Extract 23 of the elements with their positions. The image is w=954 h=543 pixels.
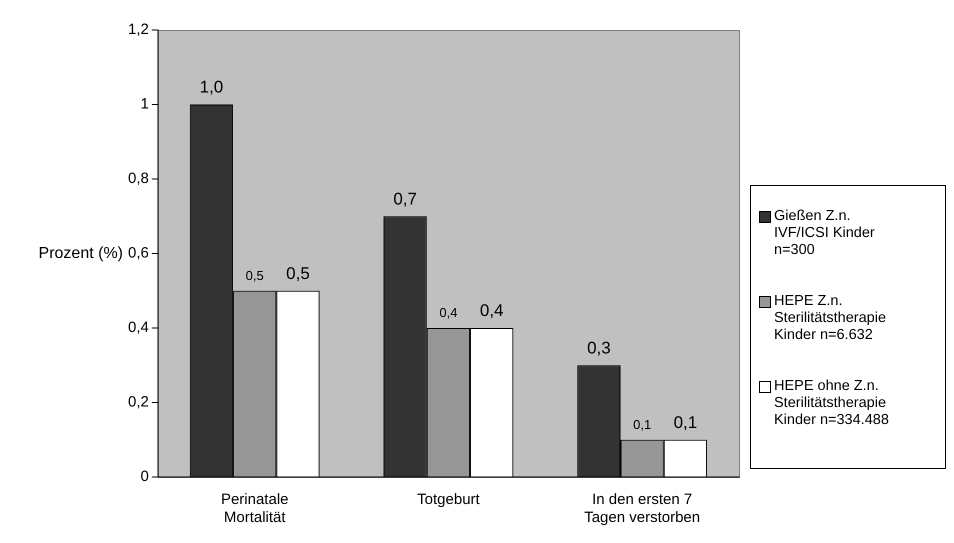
x-tick-label: Totgeburt — [417, 491, 481, 508]
y-tick-label: 0,4 — [128, 319, 149, 336]
data-label: 0,5 — [246, 268, 264, 283]
data-label: 0,7 — [393, 189, 417, 208]
data-label: 0,1 — [674, 412, 698, 432]
y-tick-label: 0,2 — [128, 394, 149, 411]
y-tick-label: 0,8 — [128, 170, 149, 188]
x-tick-label: Perinatale Mortalität — [220, 491, 288, 526]
data-label: 0,1 — [633, 416, 652, 432]
data-label: 0,4 — [480, 301, 504, 320]
legend-label: HEPE ohne Z.n. Sterilitätstherapie Kinder n=334.488 — [774, 378, 890, 429]
data-label: 0,4 — [439, 305, 458, 320]
y-tick-label: 1,2 — [128, 21, 149, 38]
data-label: 1,0 — [200, 78, 224, 97]
data-label: 0,3 — [587, 338, 611, 358]
legend-label: HEPE Z.n. Sterilitätstherapie Kinder n=6.632 — [774, 293, 888, 344]
x-tick-label: In den ersten 7 Tagen verstorben — [584, 491, 700, 526]
y-tick-label: 0,6 — [128, 244, 149, 262]
legend-label: Gießen Z.n. IVF/ICSI Kinder n=300 — [774, 208, 876, 259]
y-tick-label: 1 — [140, 96, 149, 113]
y-tick-label: 0 — [140, 468, 149, 486]
y-axis-title: Prozent (%) — [38, 244, 123, 262]
data-label: 0,5 — [286, 264, 310, 283]
